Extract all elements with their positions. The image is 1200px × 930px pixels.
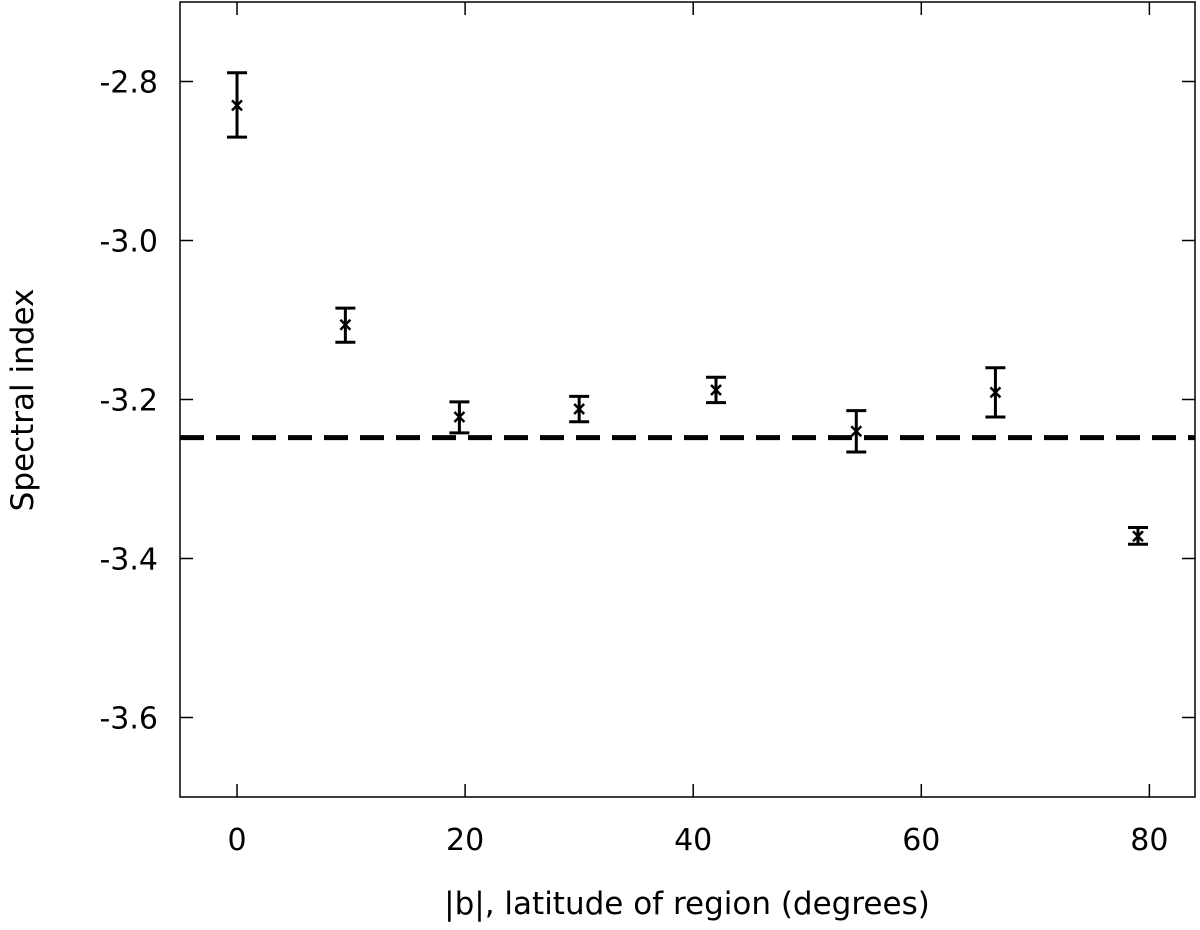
- y-tick-label: -3.0: [99, 225, 158, 260]
- data-point: [706, 375, 727, 405]
- x-marker-stroke: [231, 99, 243, 112]
- plot-frame: [179, 1, 1196, 798]
- data-point: [569, 394, 590, 424]
- data-point: [335, 306, 356, 344]
- x-tick-label: 80: [1130, 823, 1168, 858]
- y-tick-label: -2.8: [99, 66, 158, 101]
- data-point: [985, 366, 1006, 419]
- x-tick-label: 60: [902, 823, 940, 858]
- x-marker-stroke: [1132, 530, 1144, 543]
- data-points: [227, 71, 1148, 546]
- x-axis-title: |b|, latitude of region (degrees): [444, 886, 930, 922]
- x-marker-stroke: [989, 386, 1002, 399]
- data-point: [1127, 525, 1148, 546]
- x-marker-stroke: [850, 425, 863, 438]
- x-tick-label: 40: [674, 823, 712, 858]
- x-marker-stroke: [710, 384, 722, 396]
- data-point: [449, 400, 470, 435]
- x-marker-stroke: [453, 411, 466, 423]
- data-point: [227, 71, 248, 139]
- y-tick-label: -3.6: [99, 702, 158, 737]
- y-tick-label: -3.2: [99, 384, 158, 419]
- y-tick-label: -3.4: [99, 543, 158, 578]
- x-marker-stroke: [339, 318, 352, 331]
- data-point: [846, 409, 867, 454]
- axis-ticks: [180, 2, 1195, 797]
- y-axis-title: Spectral index: [5, 289, 41, 512]
- tick-labels: 0 20 40 60 80 -2.8 -3.0 -3.2 -3.4 -3.6: [99, 66, 1168, 859]
- x-tick-label: 0: [227, 823, 246, 858]
- x-marker-stroke: [573, 403, 586, 415]
- x-tick-label: 20: [446, 823, 484, 858]
